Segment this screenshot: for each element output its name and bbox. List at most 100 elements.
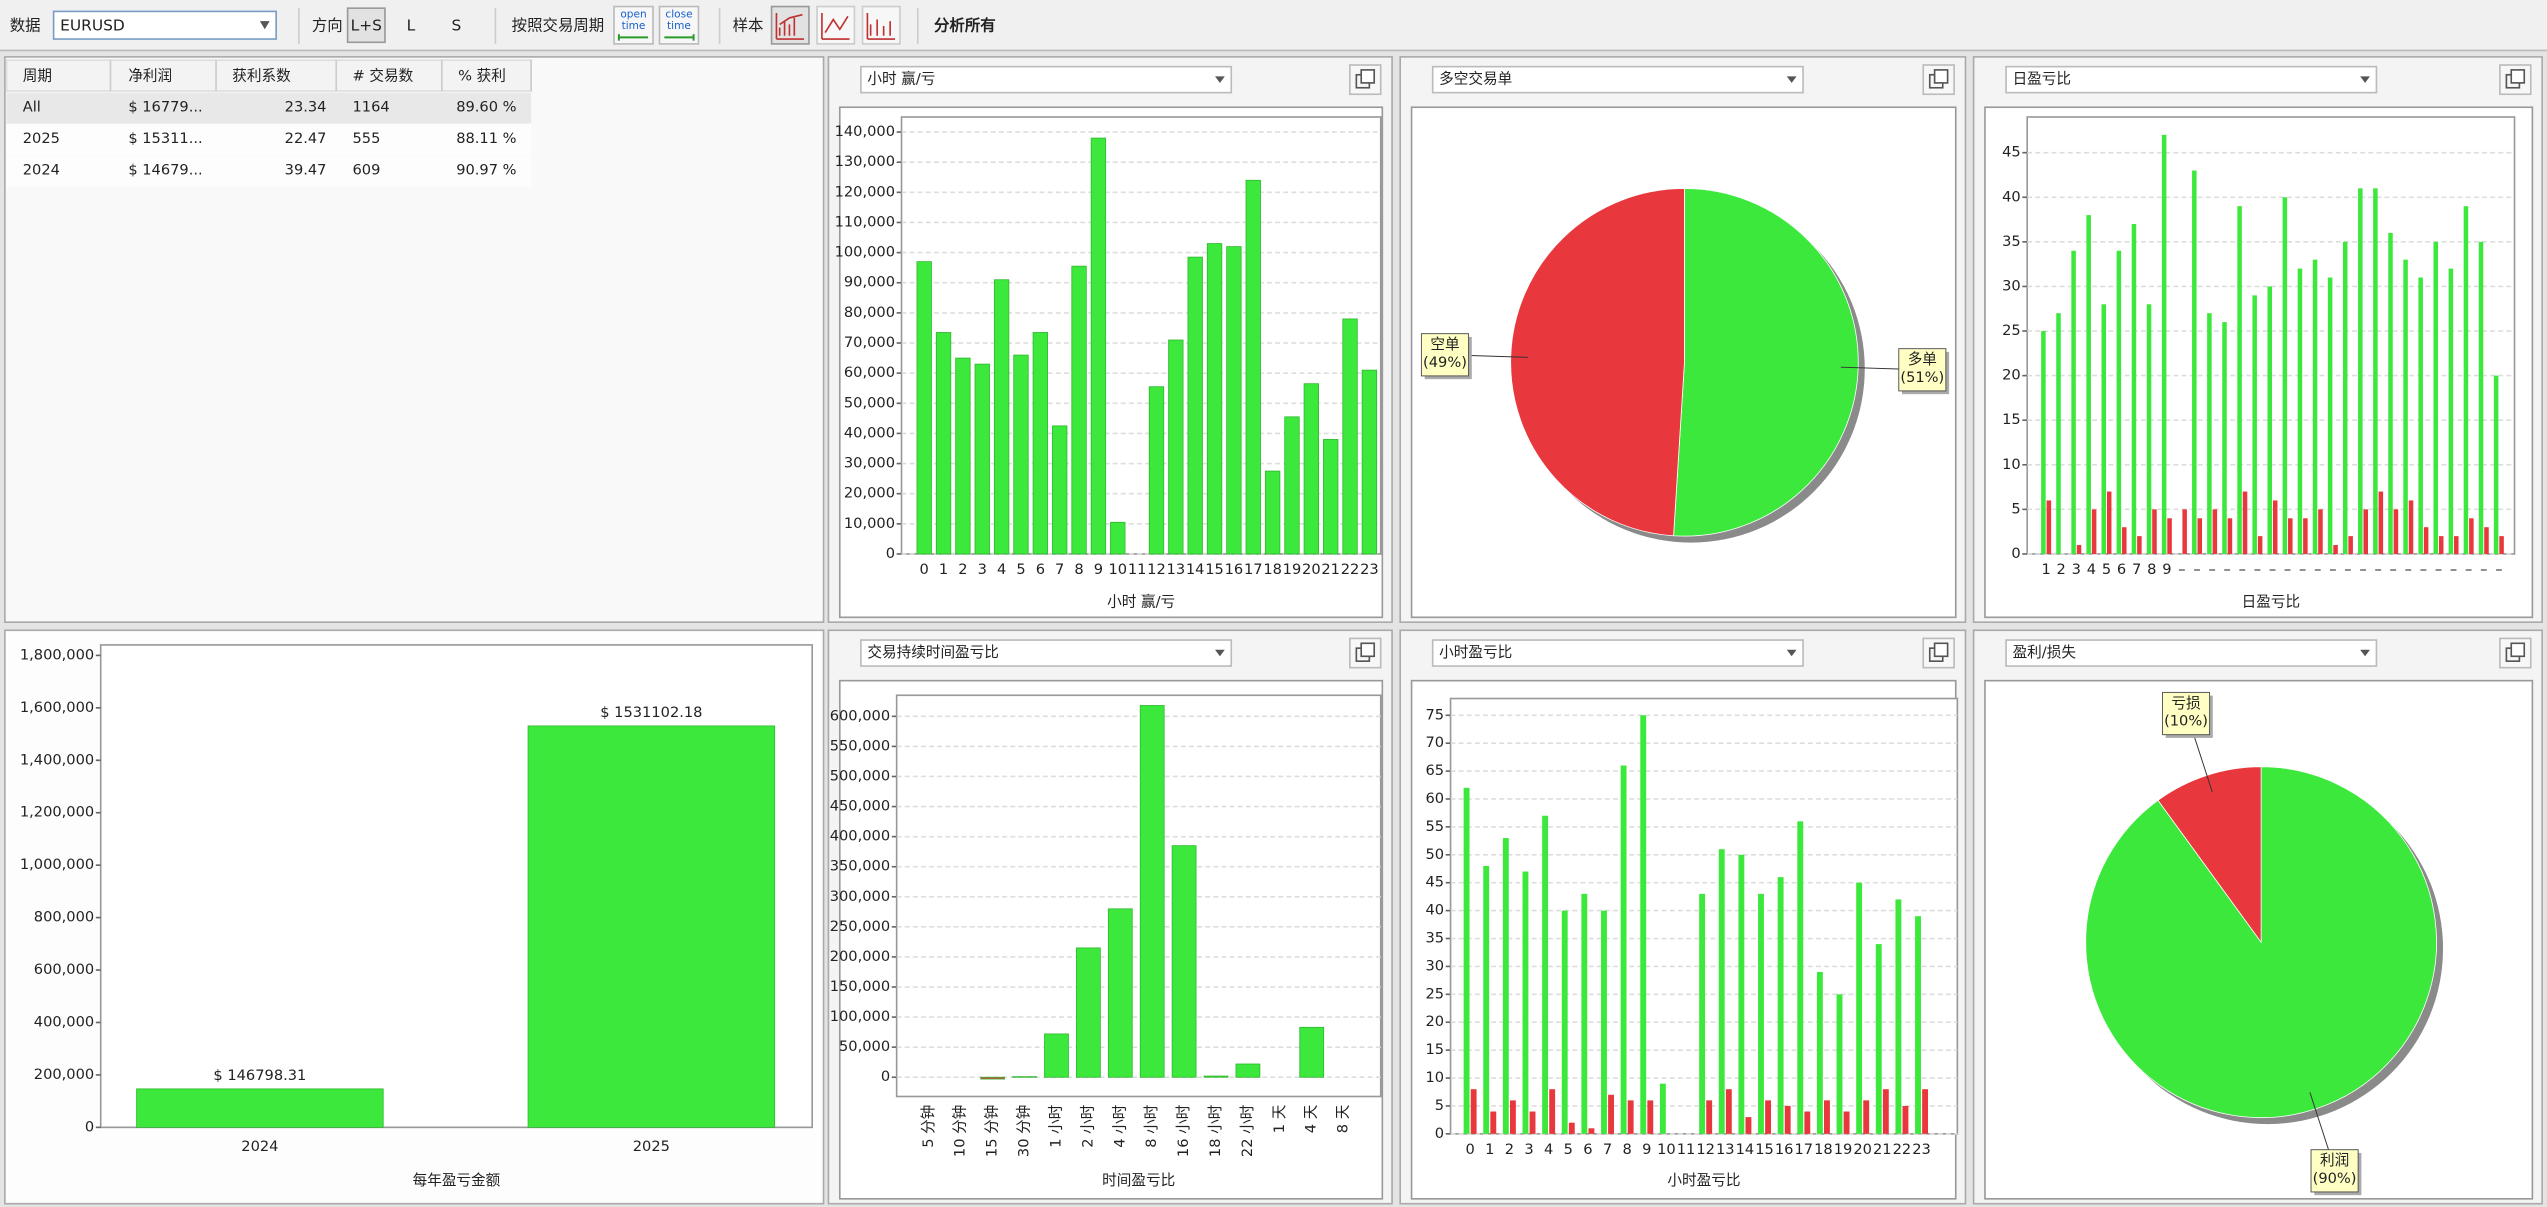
y-tick-label: 65: [1425, 762, 1444, 779]
x-tick-label: –: [2224, 561, 2231, 578]
symbol-select[interactable]: [52, 10, 277, 40]
bar: [2348, 536, 2353, 554]
bar: [1483, 865, 1490, 1134]
table-header: # 交易数: [352, 66, 413, 84]
x-tick-label: 18 小时: [1207, 1104, 1224, 1157]
bar: [2207, 313, 2212, 554]
table-cell: 1164: [352, 98, 389, 115]
bar: [2433, 241, 2439, 554]
x-tick-label: 17: [1794, 1141, 1813, 1158]
y-tick-label: 50,000: [839, 1038, 890, 1055]
x-tick-label: –: [2374, 561, 2381, 578]
y-tick-label: 10: [2002, 456, 2021, 473]
bar: [2272, 500, 2278, 554]
symbol: EURUSD: [60, 17, 125, 35]
x-tick-label: 1: [2041, 561, 2050, 578]
table-header: 获利系数: [232, 67, 291, 84]
chart-select[interactable]: [1431, 639, 1804, 667]
table-cell: 88.11 %: [456, 130, 516, 147]
bar: [1718, 849, 1725, 1134]
x-tick-label: 2: [2057, 561, 2066, 578]
table-row[interactable]: [6, 124, 532, 156]
bar: [1738, 854, 1745, 1134]
y-tick-label: 55: [1425, 818, 1444, 835]
bar: [2116, 250, 2122, 554]
bar: [1875, 944, 1882, 1134]
x-tick-label: 16 小时: [1175, 1104, 1192, 1157]
open-time-text: open: [620, 9, 646, 21]
chart-select[interactable]: [860, 65, 1233, 94]
bar: [2363, 509, 2369, 554]
bar: [1895, 899, 1902, 1134]
direction-toggle[interactable]: [346, 7, 386, 44]
bar: [1549, 1089, 1556, 1134]
bar: [1608, 1094, 1614, 1134]
x-tick-label: 21: [1321, 561, 1340, 578]
x-tick-label: 14: [1186, 561, 1205, 578]
bar: [1902, 1105, 1909, 1134]
x-tick-label: 3: [978, 561, 987, 578]
sample-button[interactable]: [770, 5, 810, 45]
table-row-selected[interactable]: [6, 92, 532, 124]
x-tick-label: 19: [1834, 1141, 1853, 1158]
chart-select[interactable]: [860, 639, 1233, 667]
bar: [1640, 715, 1647, 1134]
x-tick-label: –: [2178, 561, 2185, 578]
pie-label: 多单: [1908, 351, 1937, 368]
y-tick-label: 25: [2002, 322, 2021, 339]
x-tick-label: 21: [1873, 1141, 1892, 1158]
bar: [1601, 910, 1607, 1134]
y-tick-label: 600,000: [830, 707, 890, 724]
x-tick-label: –: [2269, 561, 2276, 578]
x-tick-label: –: [2480, 561, 2487, 578]
y-tick-label: 20: [1425, 1013, 1444, 1030]
x-tick-label: 4: [997, 561, 1006, 578]
bar: [2071, 250, 2076, 554]
x-tick-label: 6: [1036, 561, 1045, 578]
copy-icon: [2510, 642, 2526, 658]
x-tick-label: 2: [1505, 1141, 1514, 1158]
x-tick-label: –: [2420, 561, 2427, 578]
bar: [1777, 877, 1784, 1134]
chart-select[interactable]: [2005, 639, 2378, 667]
table-cell: All: [23, 98, 41, 115]
bar: [1588, 1128, 1595, 1134]
copy-icon: [1360, 69, 1376, 84]
analyze-all-button[interactable]: 分析所有: [934, 16, 996, 35]
bar: [2041, 331, 2046, 554]
y-tick-label: 600,000: [34, 961, 94, 978]
bar: [2101, 304, 2107, 554]
x-tick-label: 1 小时: [1047, 1104, 1064, 1148]
sample-button[interactable]: [816, 5, 856, 45]
bar: [1470, 1089, 1477, 1134]
bar: [2288, 518, 2293, 554]
x-tick-label: –: [2314, 561, 2321, 578]
bar: [2358, 188, 2363, 554]
bar: [1758, 893, 1764, 1134]
x-tick-label: –: [2465, 561, 2472, 578]
bar: [980, 1076, 1006, 1080]
y-tick-label: 50,000: [844, 394, 895, 411]
chart-select[interactable]: [2005, 65, 2378, 94]
bar: [527, 725, 776, 1128]
y-tick-label: 5: [2011, 500, 2020, 517]
x-tick-label: 12: [1147, 561, 1166, 578]
bar: [2152, 509, 2157, 554]
bar: [1187, 256, 1203, 555]
copy-icon: [1360, 642, 1376, 658]
bar: [2469, 518, 2474, 554]
bar: [935, 332, 952, 555]
x-tick-label: 3: [1524, 1141, 1533, 1158]
x-axis-label: 时间盈亏比: [1102, 1172, 1175, 1189]
direction-option: S: [452, 17, 462, 35]
x-axis-label: 小时盈亏比: [1667, 1172, 1740, 1189]
sample-button[interactable]: [861, 5, 901, 45]
bar: [2076, 545, 2082, 554]
bar: [1882, 1089, 1889, 1134]
x-tick-label: 22: [1893, 1141, 1912, 1158]
bar: [1323, 439, 1339, 555]
chart-select[interactable]: [1431, 65, 1804, 94]
y-tick-label: 15: [2002, 411, 2021, 428]
table-row[interactable]: [6, 155, 532, 187]
